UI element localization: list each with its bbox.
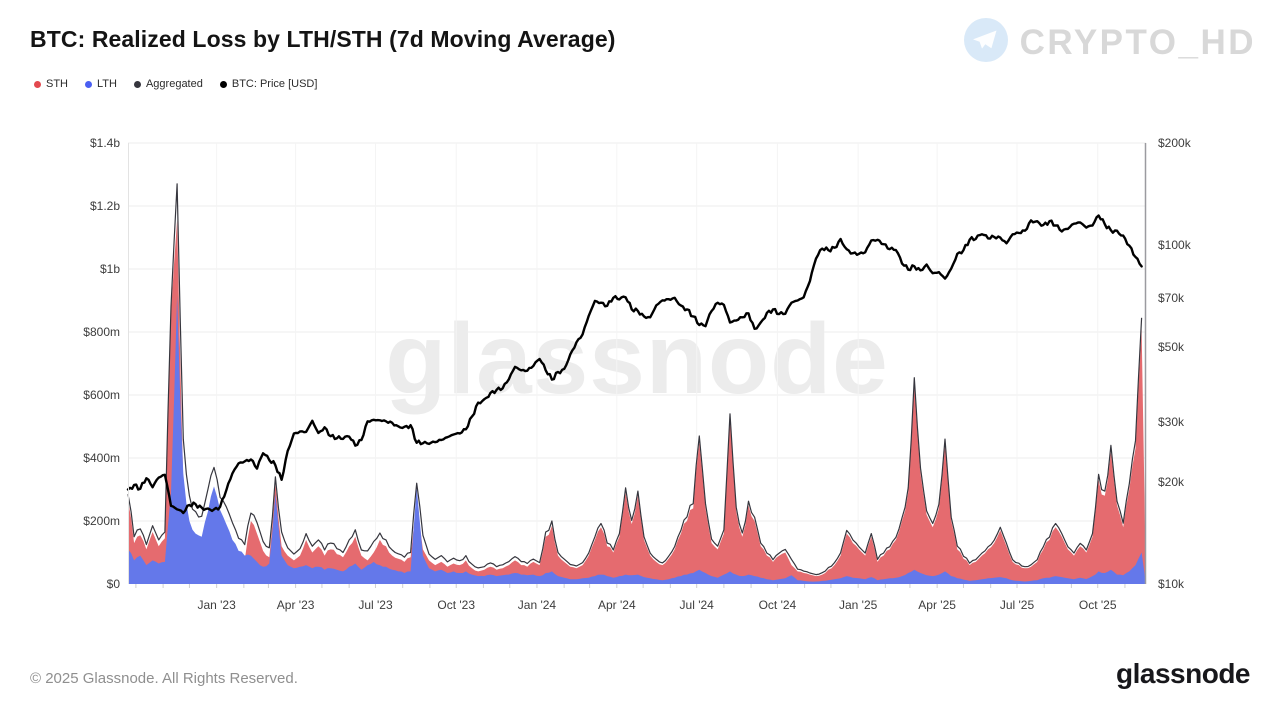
y-axis-right-tick-label: $70k — [1158, 290, 1185, 305]
legend-label-sth: STH — [46, 78, 68, 90]
y-axis-right-tick-label: $20k — [1158, 474, 1185, 489]
x-axis-tick-label: Jan '24 — [517, 598, 557, 612]
y-axis-left-tick-label: $0 — [106, 577, 120, 591]
y-axis-left-tick-label: $1.4b — [89, 136, 120, 150]
glassnode-logo: glassnode — [1116, 658, 1250, 689]
y-axis-left-tick-label: $200m — [83, 514, 120, 528]
page-title: BTC: Realized Loss by LTH/STH (7d Moving… — [30, 26, 616, 52]
chart-legend: STH LTH Aggregated BTC: Price [USD] — [34, 78, 317, 90]
y-axis-left-tick-label: $400m — [83, 451, 120, 465]
x-axis-tick-label: Jul '23 — [358, 598, 393, 612]
x-axis-tick-label: Oct '24 — [758, 598, 797, 612]
copyright-text: © 2025 Glassnode. All Rights Reserved. — [30, 670, 298, 687]
x-axis-tick-label: Oct '25 — [1078, 598, 1117, 612]
y-axis-right-tick-label: $200k — [1158, 136, 1191, 150]
legend-item-lth[interactable]: LTH — [85, 78, 117, 90]
y-axis-right-tick-label: $100k — [1158, 238, 1191, 253]
legend-item-sth[interactable]: STH — [34, 78, 68, 90]
y-axis-left-tick-label: $1b — [99, 262, 120, 276]
lth-color-dot — [85, 80, 92, 88]
y-axis-left-tick-label: $800m — [83, 325, 120, 339]
y-axis-left-tick-label: $600m — [83, 388, 120, 402]
x-axis-tick-label: Apr '24 — [597, 598, 636, 612]
telegram-icon — [963, 17, 1009, 68]
legend-item-btc-price[interactable]: BTC: Price [USD] — [219, 78, 318, 90]
x-axis-tick-label: Jul '25 — [999, 598, 1035, 612]
legend-label-aggregated: Aggregated — [145, 78, 203, 90]
crypto-hd-text: CRYPTO_HD — [1019, 22, 1256, 62]
x-axis-tick-label: Apr '25 — [918, 598, 956, 612]
chart-canvas — [126, 142, 1147, 588]
x-axis-tick-label: Jan '25 — [838, 598, 878, 612]
y-axis-right-tick-label: $10k — [1158, 577, 1185, 591]
sth-color-dot — [34, 80, 41, 88]
x-axis-tick-label: Jan '23 — [197, 598, 236, 612]
legend-item-aggregated[interactable]: Aggregated — [133, 78, 203, 90]
x-axis-tick-label: Apr '23 — [276, 598, 315, 612]
y-axis-right-tick-label: $50k — [1158, 340, 1185, 355]
y-axis-left-tick-label: $1.2b — [89, 199, 120, 213]
y-axis-right-tick-label: $30k — [1158, 415, 1185, 430]
x-axis-tick-label: Oct '23 — [437, 598, 476, 612]
btc-price-color-dot — [219, 80, 227, 88]
crypto-hd-watermark: CRYPTO_HD — [963, 17, 1256, 68]
aggregated-color-dot — [133, 80, 141, 88]
legend-label-lth: LTH — [97, 78, 117, 90]
legend-label-btc-price: BTC: Price [USD] — [231, 78, 318, 90]
chart-plot-area[interactable]: glassnode — [126, 142, 1147, 588]
x-axis-tick-label: Jul '24 — [679, 598, 714, 612]
